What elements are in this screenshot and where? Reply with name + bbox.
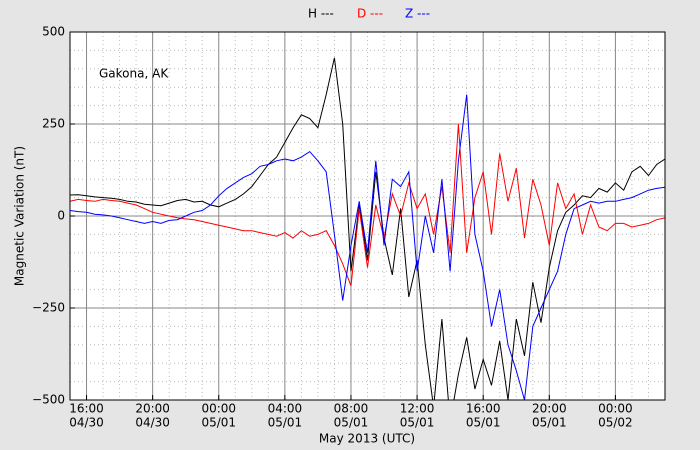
y-tick-label: 500 — [42, 25, 65, 39]
lines — [70, 57, 665, 400]
legend-entry: D --- — [357, 7, 383, 21]
x-tick-label: 05/01 — [201, 416, 236, 430]
x-tick-label: 12:00 — [400, 402, 435, 416]
legend-entry: H --- — [308, 7, 334, 21]
x-tick-label: 05/01 — [400, 416, 435, 430]
series-line — [70, 123, 665, 287]
x-tick-label: 05/01 — [268, 416, 303, 430]
x-tick-label: 20:00 — [532, 402, 567, 416]
legend-entry: Z --- — [405, 7, 430, 21]
y-axis-label: Magnetic Variation (nT) — [13, 146, 27, 286]
x-tick-label: 05/01 — [532, 416, 567, 430]
x-tick-label: 16:00 — [69, 402, 104, 416]
y-tick-label: 250 — [42, 117, 65, 131]
y-tick-label: −250 — [32, 301, 65, 315]
x-tick-label: 04/30 — [135, 416, 170, 430]
y-tick-label: −500 — [32, 393, 65, 407]
x-tick-label: 00:00 — [598, 402, 633, 416]
series-line — [70, 94, 665, 400]
series-line — [70, 57, 665, 400]
x-axis-label: May 2013 (UTC) — [319, 432, 415, 446]
axes: 16:0004/3020:0004/3000:0005/0104:0005/01… — [32, 25, 633, 430]
x-tick-label: 05/02 — [598, 416, 633, 430]
x-tick-label: 16:00 — [466, 402, 501, 416]
y-tick-label: 0 — [57, 209, 65, 223]
annotation: Gakona, AK — [99, 67, 169, 81]
x-tick-label: 05/01 — [466, 416, 501, 430]
x-tick-label: 04:00 — [268, 402, 303, 416]
legend: H --- D --- Z --- — [308, 7, 430, 21]
x-tick-label: 05/01 — [334, 416, 369, 430]
x-tick-label: 00:00 — [201, 402, 236, 416]
x-tick-label: 04/30 — [69, 416, 104, 430]
x-tick-label: 08:00 — [334, 402, 369, 416]
x-tick-label: 20:00 — [135, 402, 170, 416]
